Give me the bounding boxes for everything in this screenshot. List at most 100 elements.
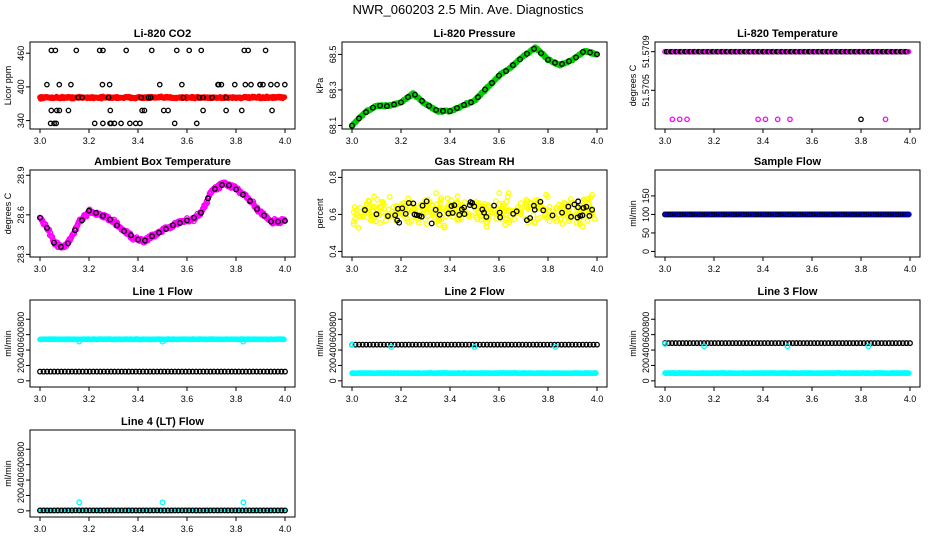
x-tick-label: 3.8 [230, 524, 243, 534]
chart-line1: Line 1 Flow 3.0 3.2 3.4 3.6 3.8 4.0 0 2004006008… [3, 286, 296, 404]
co2-reference-point [99, 81, 106, 88]
line2-reference-point [420, 341, 426, 348]
line1-reference-point [51, 368, 58, 375]
co2-reference-point [198, 47, 205, 54]
line4-reference-point [118, 507, 125, 514]
line1-reference-point [129, 368, 136, 375]
line2-reference-point [483, 341, 490, 348]
line2-reference-point [430, 341, 437, 348]
line2-reference-point [572, 341, 579, 348]
pressure-reference-point [531, 45, 537, 52]
co2-reference-point [107, 107, 114, 114]
rh-point [377, 220, 384, 227]
co2-reference-point [238, 107, 245, 114]
pressure-reference-point [391, 101, 397, 108]
x-tick-label: 3.2 [83, 264, 96, 274]
rh-point [365, 209, 372, 216]
line2-reference-point [491, 341, 497, 348]
chart-title: Line 3 Flow [758, 286, 818, 298]
co2-reference-point [145, 94, 152, 101]
rh-reference-point [451, 202, 458, 209]
y-tick-label: 28.3 [16, 246, 26, 264]
pressure-reference-point [377, 102, 383, 109]
line2-reference-point [427, 341, 434, 348]
y-axis-label: ml/min [315, 330, 325, 357]
line3-reference-point [754, 340, 761, 347]
chart-title: Line 2 Flow [445, 286, 505, 298]
rh-point [544, 213, 551, 220]
line2-reference-point [459, 341, 466, 348]
rh-point [468, 212, 475, 219]
line4-reference-point [203, 507, 210, 514]
pressure-reference-point [545, 56, 551, 63]
line3-reference-point [779, 340, 786, 347]
line3-reference-point [889, 340, 896, 347]
line3-reference-point [765, 340, 771, 347]
line2-reference-point [437, 341, 444, 348]
line1-reference-point [79, 368, 86, 375]
pressure-reference-point [573, 54, 579, 61]
rh-point [385, 206, 392, 213]
line3-reference-point [704, 340, 711, 347]
x-tick-label: 3.0 [34, 264, 47, 274]
line3-reference-point [871, 340, 878, 347]
line3-reference-point [857, 340, 864, 347]
y-tick-label: 150 [641, 188, 651, 203]
line3-reference-point [814, 340, 821, 347]
line3-reference-point [800, 340, 807, 347]
line4-reference-point [150, 507, 157, 514]
line4-reference-point [100, 507, 107, 514]
x-tick-label: 4.0 [279, 264, 292, 274]
rh-point [437, 199, 443, 206]
y-tick-label: 600 [16, 457, 26, 472]
line4-reference-point [104, 507, 111, 514]
rh-reference-point [432, 206, 439, 213]
line2-reference-point [423, 341, 430, 348]
line4-reference-point [93, 507, 100, 514]
rh-reference-point [531, 206, 538, 213]
x-tick-label: 3.6 [806, 394, 819, 404]
line4-reference-point [76, 507, 83, 514]
line4-reference-point [278, 507, 285, 514]
line2-reference-point [356, 341, 363, 348]
line1-reference-point [115, 368, 122, 375]
co2-reference-point [200, 107, 206, 114]
co2-reference-point [281, 81, 288, 88]
rh-point [423, 221, 430, 228]
line4-reference-point [253, 507, 260, 514]
line2-reference-point [515, 341, 522, 348]
x-tick-label: 3.0 [659, 394, 672, 404]
points-line3 [662, 340, 913, 377]
line1-reference-point [203, 368, 210, 375]
line3-reference-point [672, 340, 679, 347]
line1-reference-point [69, 368, 75, 375]
rh-reference-point [579, 212, 586, 219]
line1-reference-point [136, 368, 143, 375]
boxtemp-reference-point [247, 198, 253, 204]
line4-reference-point [196, 507, 203, 514]
co2-reference-point [173, 47, 180, 54]
pressure-reference-point [552, 59, 558, 66]
pressure-reference-point [356, 115, 362, 122]
pressure-reference-point [580, 48, 586, 55]
points-co2 [37, 47, 288, 127]
y-tick-label: 0 [16, 378, 26, 383]
y-tick-label: 800 [16, 312, 26, 327]
co2-reference-point [242, 81, 249, 88]
co2-reference-point [137, 120, 143, 127]
pressure-reference-point [566, 58, 572, 65]
line4-reference-point [122, 507, 129, 514]
line4-reference-point [246, 507, 253, 514]
rh-point [505, 190, 512, 196]
rh-point [434, 217, 441, 224]
x-tick-label: 3.2 [83, 524, 96, 534]
rh-point [415, 220, 422, 226]
x-tick-label: 3.4 [444, 136, 457, 146]
line2-reference-point [455, 341, 462, 348]
temperature-lower-point [774, 116, 781, 123]
plot-frame [29, 169, 296, 258]
rh-reference-point [537, 198, 544, 205]
line1-reference-point [93, 368, 100, 375]
co2-reference-point [148, 47, 155, 54]
x-tick-label: 3.8 [542, 136, 555, 146]
